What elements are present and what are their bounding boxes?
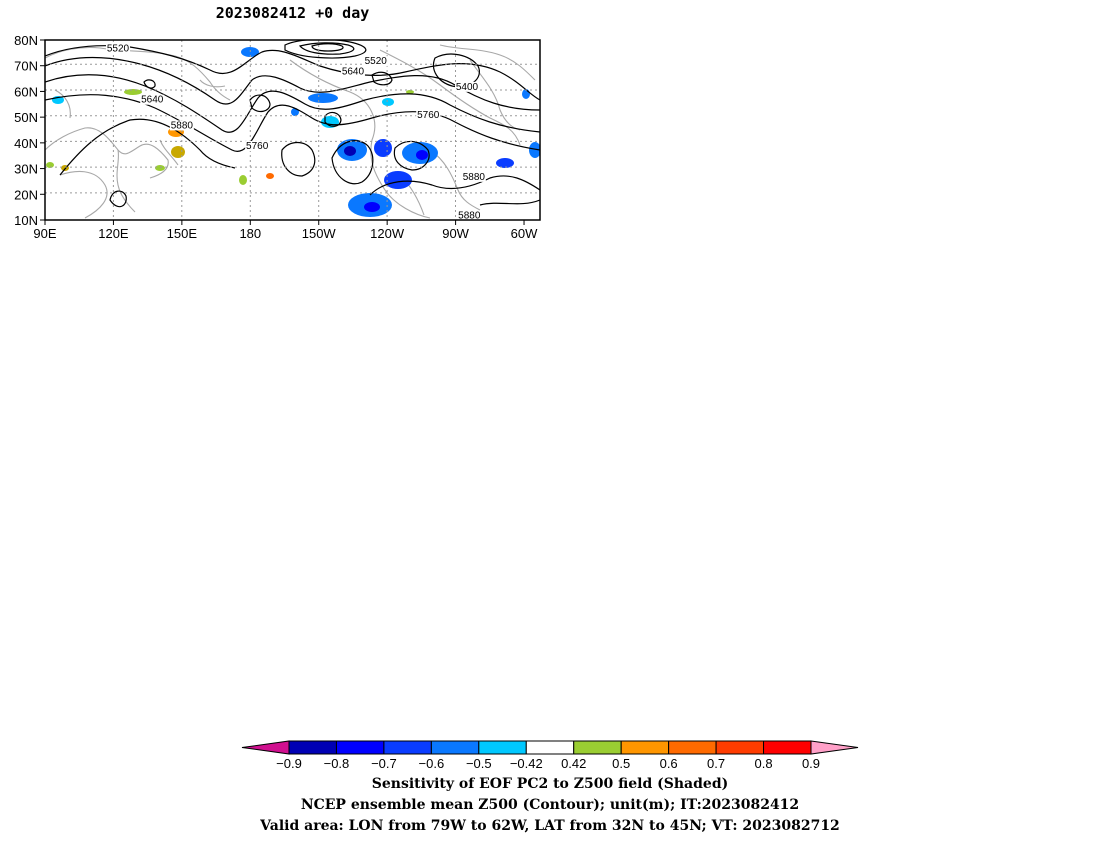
contour-label-bg: [105, 43, 130, 54]
lon-label: 60W: [511, 226, 538, 241]
positive-shading-patch: [171, 146, 185, 158]
map-frame: [44, 39, 541, 221]
contour-label-bg: [416, 110, 441, 121]
lat-label: 20N: [14, 187, 38, 202]
colorbar-boxes: [241, 740, 859, 755]
contour-label-bg: [457, 210, 482, 220]
contour-label: 5640: [342, 66, 365, 77]
lat-label: 60N: [14, 84, 38, 99]
positive-shading-patch: [266, 173, 274, 179]
lat-label: 50N: [14, 110, 38, 125]
colorbar: −0.9 −0.8 −0.7 −0.6 −0.5 −0.42 0.42 0.5 0.6 0.7 0.…: [241, 740, 859, 771]
colorbar-tick-label: −0.7: [371, 756, 397, 771]
map-title: 2023082412 +0 day: [215, 4, 370, 22]
positive-shading-patch: [124, 89, 142, 95]
colorbar-box: [573, 740, 622, 755]
colorbar-box: [383, 740, 432, 755]
contour-label-bg: [363, 56, 388, 67]
positive-shading-patch: [406, 90, 414, 94]
lon-label: 90E: [33, 226, 56, 241]
contour-label-bg: [455, 81, 480, 92]
caption-shading: Sensitivity of EOF PC2 to Z500 field (Sh…: [371, 776, 729, 792]
axis-ticks: [40, 39, 525, 225]
longitude-labels: 90E 120E 150E 180 150W 120W 90W 60W: [33, 226, 538, 241]
colorbar-box: [763, 740, 812, 755]
colorbar-tick-label: 0.7: [707, 756, 725, 771]
contour-label-bg: [140, 94, 165, 105]
contour-label: 5880: [458, 210, 481, 221]
positive-shading-patch: [239, 175, 247, 185]
negative-shading-patch: [344, 146, 356, 156]
negative-shading-patch: [374, 139, 392, 157]
contour-label: 5880: [171, 120, 194, 131]
colorbar-box: [715, 740, 765, 755]
colorbar-tick-label: −0.8: [324, 756, 350, 771]
lon-label: 150E: [167, 226, 198, 241]
colorbar-tick-label: 0.6: [660, 756, 678, 771]
colorbar-box: [668, 740, 717, 755]
lat-label: 80N: [14, 33, 38, 48]
contour-label-bg: [169, 120, 194, 131]
contour-label: 5760: [246, 141, 269, 152]
colorbar-tick-label: 0.42: [561, 756, 586, 771]
negative-shading-patch: [416, 150, 428, 160]
positive-shading-patch: [155, 165, 165, 171]
lon-label: 120W: [370, 226, 405, 241]
colorbar-tick-label: −0.9: [276, 756, 302, 771]
contour-label: 5760: [417, 110, 440, 121]
caption-valid-area: Valid area: LON from 79W to 62W, LAT fro…: [260, 818, 840, 834]
colorbar-lower-extension: [241, 740, 290, 755]
lon-label: 180: [239, 226, 261, 241]
sensitivity-shading: [46, 47, 540, 217]
lat-label: 30N: [14, 162, 38, 177]
colorbar-box: [288, 740, 337, 755]
latitude-labels: 80N 70N 60N 50N 40N 30N 20N 10N: [14, 33, 38, 228]
colorbar-tick-label: −0.5: [466, 756, 492, 771]
colorbar-tick-label: −0.6: [419, 756, 445, 771]
contour-label: 5640: [141, 95, 164, 106]
contour-label: 5520: [107, 43, 130, 54]
negative-shading-patch: [529, 142, 540, 158]
contour-label-bg: [461, 171, 486, 182]
negative-shading-patch: [364, 202, 380, 212]
colorbar-tick-label: 0.9: [802, 756, 820, 771]
z500-contours: [45, 40, 540, 208]
lat-label: 10N: [14, 213, 38, 228]
contour-label: 5400: [456, 82, 479, 93]
contour-label-bg: [245, 141, 270, 151]
lat-label: 70N: [14, 59, 38, 74]
positive-shading-patch: [46, 162, 54, 168]
negative-shading-patch: [384, 171, 412, 189]
lon-label: 90W: [442, 226, 469, 241]
colorbar-tick-label: 0.8: [755, 756, 773, 771]
lon-label: 120E: [98, 226, 129, 241]
lon-label: 150W: [302, 226, 337, 241]
contour-label-bg: [340, 66, 365, 77]
contour-label: 5520: [365, 56, 388, 67]
colorbar-box: [430, 740, 480, 755]
colorbar-box: [478, 740, 527, 755]
contour-label: 5880: [463, 172, 486, 183]
colorbar-upper-extension: [810, 740, 859, 755]
lat-label: 40N: [14, 136, 38, 151]
colorbar-box: [620, 740, 670, 755]
negative-shading-patch: [496, 158, 514, 168]
colorbar-tick-label: 0.5: [612, 756, 630, 771]
negative-shading-patch: [308, 93, 338, 103]
colorbar-box: [335, 740, 385, 755]
caption-contour: NCEP ensemble mean Z500 (Contour); unit(…: [300, 797, 800, 813]
colorbar-box: [525, 740, 575, 755]
colorbar-tick-label: −0.42: [510, 756, 543, 771]
negative-shading-patch: [382, 98, 394, 106]
colorbar-tick-labels: −0.9 −0.8 −0.7 −0.6 −0.5 −0.42 0.42 0.5 0.6 0.7 0.…: [276, 756, 820, 771]
map-panel: 5520552056405640540057605880576058805880…: [14, 33, 541, 241]
